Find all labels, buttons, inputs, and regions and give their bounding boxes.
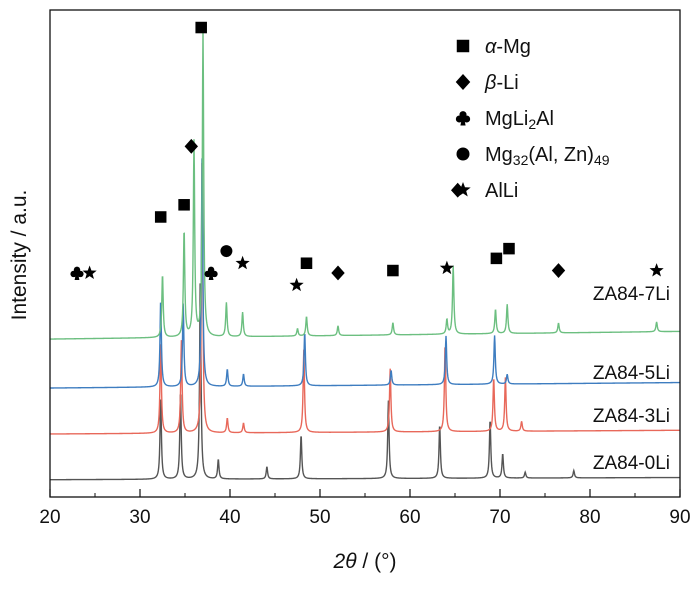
club-legend-icon: [455, 111, 471, 126]
x-axis: 20 30 40 50 60 70 80 90: [39, 489, 691, 528]
x-tick-label: 90: [669, 507, 690, 528]
x-tick-label: 50: [309, 507, 330, 528]
series-line-3: [49, 28, 681, 340]
legend-entry-2: MgLi2Al: [485, 108, 554, 132]
star-marker: [289, 277, 304, 292]
legend-entry-1: β-Li: [484, 72, 519, 94]
x-tick-label: 60: [399, 507, 420, 528]
series-label-3: ZA84-7Li: [593, 284, 670, 305]
circle-legend-icon: [456, 147, 470, 161]
peak-markers: [70, 21, 664, 292]
series-label-2: ZA84-5Li: [593, 363, 670, 384]
legend-entry-3: Mg32(Al, Zn)49: [485, 144, 610, 168]
x-axis-title: 2θ / (°): [333, 550, 397, 573]
series-label-1: ZA84-3Li: [593, 406, 670, 427]
series-line-2: [49, 158, 680, 389]
star-marker: [82, 265, 97, 279]
diamond-marker: [184, 138, 198, 154]
x-tick-label: 70: [489, 507, 510, 528]
square-marker: [300, 257, 313, 269]
x-tick-label: 40: [219, 507, 240, 528]
circle-marker: [220, 245, 233, 258]
legend-entry-0: α-Mg: [485, 36, 531, 58]
y-axis-title: Intensity / a.u.: [8, 190, 31, 321]
plot-frame: [49, 9, 681, 498]
star-marker: [235, 255, 250, 270]
square-marker: [490, 252, 503, 265]
plot-area: [49, 28, 681, 481]
club-marker: [204, 266, 218, 280]
x-tick-label: 20: [39, 507, 60, 528]
square-marker: [178, 199, 190, 211]
star-marker: [649, 263, 664, 277]
x-tick-label: 80: [579, 507, 600, 528]
legend-entry-4: AlLi: [485, 180, 518, 202]
star-marker: [439, 260, 454, 275]
legend: α-Mg β-Li MgLi2Al Mg32(Al, Zn)49 AlLi: [455, 36, 610, 202]
diamond-legend-icon: [455, 73, 471, 91]
square-marker: [503, 242, 515, 255]
square-marker: [195, 21, 207, 34]
x-axis-title-symbol: 2θ: [333, 550, 358, 573]
diamond-marker: [551, 263, 566, 278]
series-label-0: ZA84-0Li: [593, 453, 670, 474]
square-marker: [387, 264, 399, 277]
square-legend-icon: [456, 39, 470, 53]
series-line-1: [50, 163, 680, 435]
square-marker: [154, 211, 167, 223]
x-tick-label: 30: [129, 507, 150, 528]
club-marker: [70, 266, 84, 280]
x-axis-title-unit: / (°): [357, 550, 397, 573]
diamond-marker: [331, 265, 345, 281]
series-line-0: [49, 283, 680, 481]
series-labels: ZA84-0Li ZA84-3Li ZA84-5Li ZA84-7Li: [593, 284, 670, 474]
star-legend-icon: [455, 181, 471, 197]
